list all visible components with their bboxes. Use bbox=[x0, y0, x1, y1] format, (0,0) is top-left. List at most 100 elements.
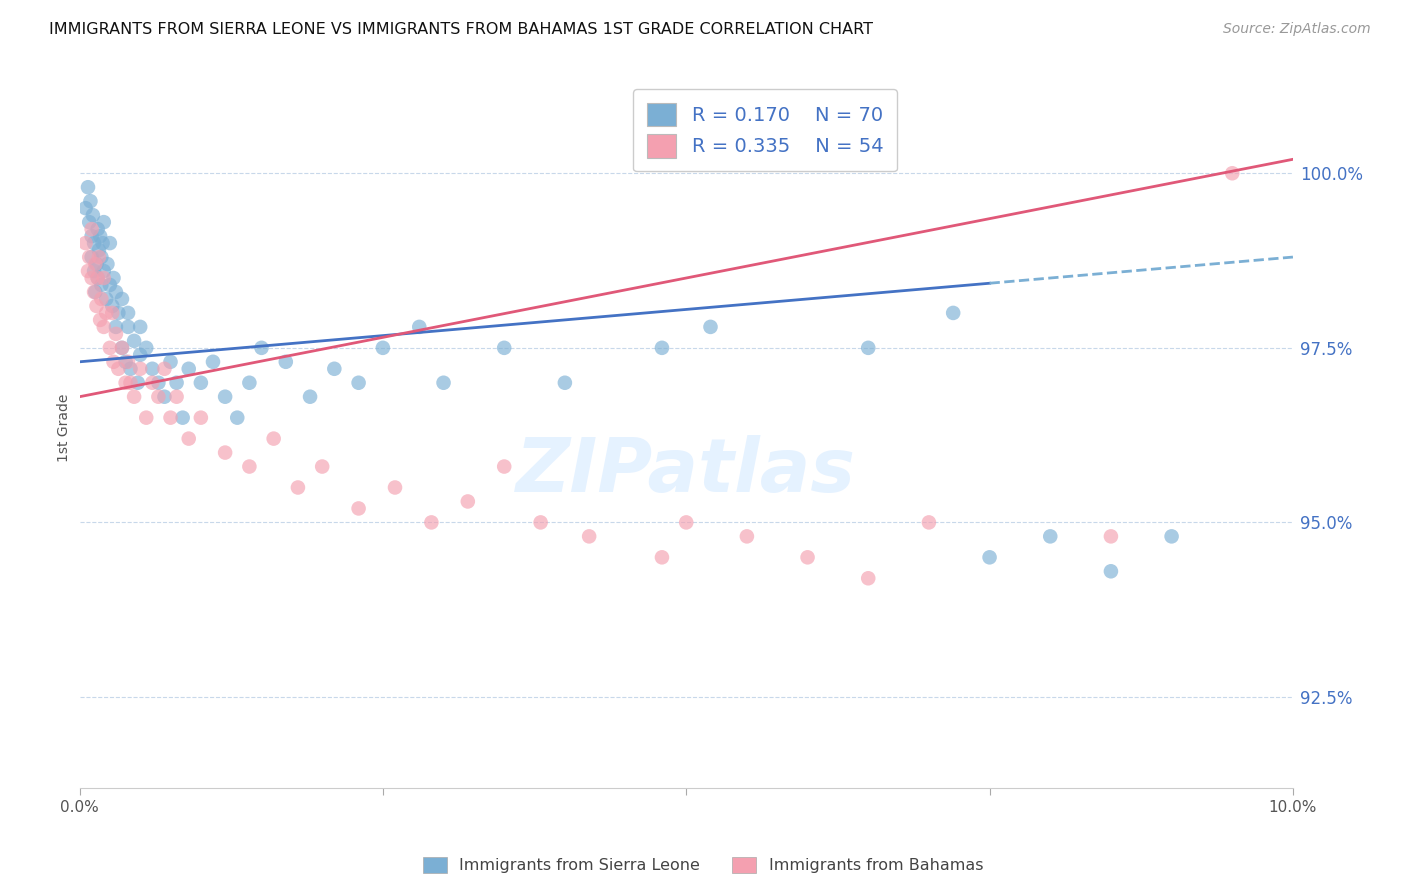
Point bbox=[323, 361, 346, 376]
Point bbox=[201, 355, 224, 369]
Point bbox=[103, 271, 125, 285]
Point bbox=[120, 376, 142, 390]
Point bbox=[651, 341, 673, 355]
Point bbox=[104, 285, 127, 299]
Point bbox=[129, 361, 152, 376]
Point bbox=[858, 571, 880, 585]
Point bbox=[86, 257, 108, 271]
Point bbox=[214, 445, 236, 459]
Text: IMMIGRANTS FROM SIERRA LEONE VS IMMIGRANTS FROM BAHAMAS 1ST GRADE CORRELATION CH: IMMIGRANTS FROM SIERRA LEONE VS IMMIGRAN… bbox=[49, 22, 873, 37]
Point bbox=[796, 550, 818, 565]
Point bbox=[408, 319, 430, 334]
Point bbox=[238, 459, 260, 474]
Point bbox=[159, 410, 181, 425]
Point bbox=[93, 319, 115, 334]
Point bbox=[86, 271, 108, 285]
Point bbox=[250, 341, 273, 355]
Point bbox=[84, 285, 107, 299]
Point bbox=[111, 341, 134, 355]
Point bbox=[111, 292, 134, 306]
Point bbox=[135, 410, 157, 425]
Point bbox=[101, 299, 124, 313]
Point bbox=[107, 361, 129, 376]
Point bbox=[299, 390, 322, 404]
Point bbox=[420, 516, 443, 530]
Point bbox=[347, 501, 370, 516]
Point bbox=[263, 432, 285, 446]
Point bbox=[77, 180, 100, 194]
Point bbox=[93, 215, 115, 229]
Point bbox=[107, 306, 129, 320]
Point bbox=[918, 516, 941, 530]
Point bbox=[75, 236, 97, 251]
Point bbox=[117, 319, 139, 334]
Point bbox=[79, 194, 101, 209]
Point bbox=[311, 459, 333, 474]
Point bbox=[148, 376, 170, 390]
Point bbox=[86, 299, 108, 313]
Point bbox=[127, 376, 149, 390]
Point bbox=[238, 376, 260, 390]
Point bbox=[114, 355, 136, 369]
Point bbox=[135, 341, 157, 355]
Point bbox=[578, 529, 600, 543]
Point bbox=[190, 410, 212, 425]
Point bbox=[117, 355, 139, 369]
Point bbox=[699, 319, 721, 334]
Point bbox=[172, 410, 194, 425]
Point bbox=[98, 277, 121, 292]
Point bbox=[1039, 529, 1062, 543]
Point bbox=[141, 376, 163, 390]
Point bbox=[98, 236, 121, 251]
Point bbox=[942, 306, 965, 320]
Point bbox=[80, 271, 103, 285]
Point bbox=[166, 390, 188, 404]
Y-axis label: 1st Grade: 1st Grade bbox=[58, 394, 72, 462]
Point bbox=[141, 361, 163, 376]
Point bbox=[159, 355, 181, 369]
Point bbox=[93, 271, 115, 285]
Point bbox=[89, 229, 111, 244]
Point bbox=[153, 390, 176, 404]
Point bbox=[214, 390, 236, 404]
Point bbox=[177, 432, 200, 446]
Point bbox=[77, 250, 100, 264]
Point bbox=[86, 271, 108, 285]
Point bbox=[75, 201, 97, 215]
Point bbox=[90, 250, 112, 264]
Point bbox=[84, 257, 107, 271]
Point bbox=[494, 341, 516, 355]
Point bbox=[93, 264, 115, 278]
Text: Source: ZipAtlas.com: Source: ZipAtlas.com bbox=[1223, 22, 1371, 37]
Point bbox=[77, 215, 100, 229]
Point bbox=[651, 550, 673, 565]
Point bbox=[1160, 529, 1182, 543]
Point bbox=[735, 529, 758, 543]
Point bbox=[371, 341, 394, 355]
Point bbox=[87, 250, 110, 264]
Point bbox=[347, 376, 370, 390]
Point bbox=[177, 361, 200, 376]
Point bbox=[384, 481, 406, 495]
Text: ZIPatlas: ZIPatlas bbox=[516, 434, 856, 508]
Point bbox=[83, 236, 105, 251]
Point bbox=[80, 250, 103, 264]
Point bbox=[979, 550, 1001, 565]
Point bbox=[83, 285, 105, 299]
Point bbox=[103, 355, 125, 369]
Point bbox=[274, 355, 297, 369]
Point bbox=[91, 236, 114, 251]
Point bbox=[226, 410, 249, 425]
Point bbox=[530, 516, 553, 530]
Point bbox=[96, 292, 118, 306]
Point bbox=[82, 208, 104, 222]
Point bbox=[153, 361, 176, 376]
Point bbox=[101, 306, 124, 320]
Point bbox=[457, 494, 479, 508]
Point bbox=[120, 361, 142, 376]
Point bbox=[675, 516, 697, 530]
Point bbox=[89, 313, 111, 327]
Point bbox=[166, 376, 188, 390]
Point bbox=[287, 481, 309, 495]
Point bbox=[1099, 564, 1122, 578]
